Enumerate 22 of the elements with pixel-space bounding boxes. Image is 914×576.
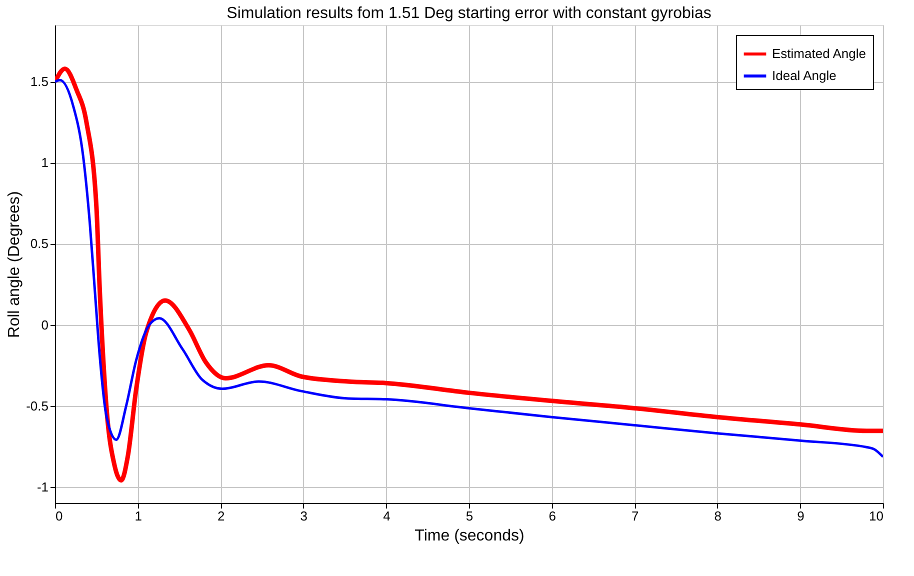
x-tick-label: 3	[300, 508, 308, 524]
x-tick-label: 2	[217, 508, 225, 524]
x-tick-label: 10	[869, 508, 884, 524]
legend-label: Estimated Angle	[772, 46, 866, 61]
x-tick-label: 5	[466, 508, 474, 524]
y-tick-label: -1	[36, 479, 48, 494]
y-tick-label: 1.5	[30, 74, 48, 90]
x-tick-label: 8	[714, 508, 722, 524]
x-tick-label: 9	[797, 508, 804, 524]
x-axis-title: Time (seconds)	[414, 528, 524, 544]
legend-label: Ideal Angle	[772, 68, 836, 83]
y-tick-label: 1	[41, 155, 48, 170]
x-tick-label: 1	[134, 508, 142, 524]
y-tick-label: -0.5	[26, 398, 48, 414]
y-axis-title: Roll angle (Degrees)	[6, 191, 24, 338]
y-tick-label: 0.5	[30, 236, 48, 252]
x-tick-label: 6	[548, 508, 556, 524]
x-tick-label: 7	[631, 508, 639, 524]
x-tick-label: 4	[383, 508, 390, 524]
y-tick-label: 0	[41, 317, 48, 332]
chart-title: Simulation results fom 1.51 Deg starting error with constant gyrobias	[226, 5, 712, 22]
x-tick-label: 0	[56, 508, 63, 524]
